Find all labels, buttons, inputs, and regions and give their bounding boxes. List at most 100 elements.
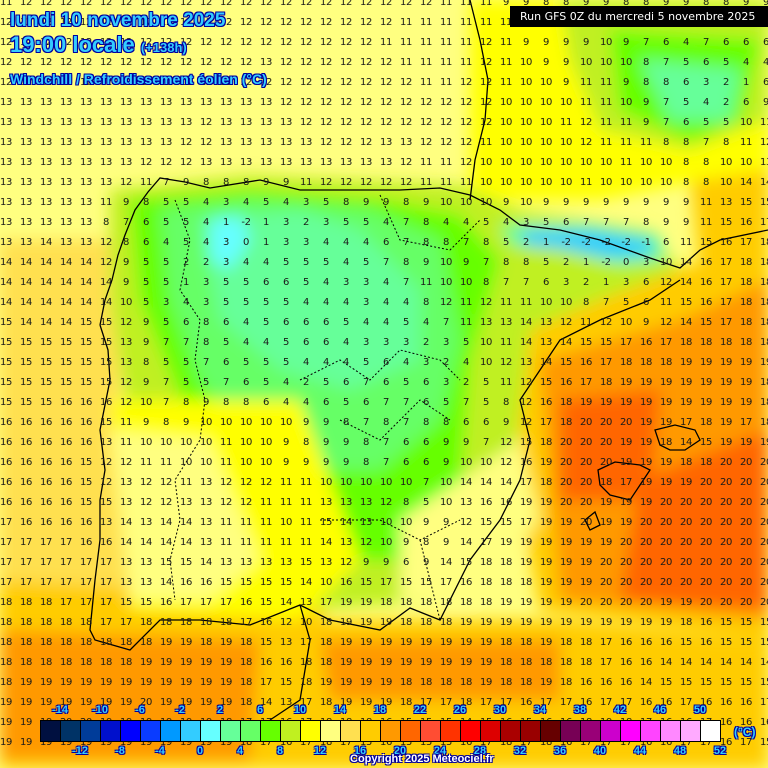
grid-value: 19 [379, 617, 393, 628]
grid-value: 19 [159, 697, 173, 708]
grid-value: 10 [519, 137, 533, 148]
grid-value: 12 [239, 17, 253, 28]
grid-value: 15 [719, 617, 733, 628]
grid-value: 20 [739, 557, 753, 568]
grid-value: 12 [99, 457, 113, 468]
forecast-date: lundi 10 novembre 2025 [10, 10, 226, 31]
grid-value: 11 [619, 157, 633, 168]
grid-value: 19 [379, 657, 393, 668]
grid-value: 18 [639, 357, 653, 368]
grid-value: 18 [699, 417, 713, 428]
grid-value: 20 [759, 477, 768, 488]
grid-value: 9 [382, 197, 390, 208]
grid-value: 9 [582, 0, 590, 8]
grid-value: 18 [79, 637, 93, 648]
grid-value: 14 [59, 297, 73, 308]
grid-value: 9 [442, 517, 450, 528]
grid-value: 17 [259, 737, 273, 748]
grid-value: 18 [539, 477, 553, 488]
grid-value: 13 [379, 137, 393, 148]
grid-value: 13 [59, 157, 73, 168]
grid-value: 7 [422, 477, 430, 488]
grid-value: 13 [339, 497, 353, 508]
grid-value: 5 [222, 297, 230, 308]
grid-value: 9 [602, 197, 610, 208]
grid-value: 13 [39, 137, 53, 148]
grid-value: 18 [139, 617, 153, 628]
grid-value: 11 [219, 437, 233, 448]
grid-value: 5 [142, 297, 150, 308]
grid-value: 10 [739, 117, 753, 128]
grid-value: 4 [702, 97, 710, 108]
grid-value: 19 [639, 497, 653, 508]
grid-value: 12 [19, 17, 33, 28]
grid-value: 14 [519, 317, 533, 328]
grid-value: 19 [659, 457, 673, 468]
grid-value: 17 [759, 217, 768, 228]
grid-value: 17 [99, 597, 113, 608]
legend-tick-top: -6 [135, 704, 145, 716]
grid-value: 7 [222, 377, 230, 388]
grid-value: 19 [379, 637, 393, 648]
grid-value: 12 [439, 297, 453, 308]
legend-tick-top: 2 [216, 704, 224, 716]
grid-value: 6 [282, 277, 290, 288]
grid-value: 12 [339, 17, 353, 28]
grid-value: 18 [239, 637, 253, 648]
grid-value: 16 [0, 457, 13, 468]
grid-value: 17 [719, 297, 733, 308]
grid-value: 12 [199, 57, 213, 68]
grid-value: 12 [519, 417, 533, 428]
grid-value: 11 [239, 517, 253, 528]
grid-value: 17 [79, 597, 93, 608]
grid-value: 11 [419, 77, 433, 88]
grid-value: 13 [79, 197, 93, 208]
grid-value: 11 [419, 37, 433, 48]
grid-value: 17 [679, 697, 693, 708]
grid-value: 5 [222, 277, 230, 288]
grid-value: 19 [679, 357, 693, 368]
grid-value: 15 [0, 337, 13, 348]
grid-value: 19 [119, 737, 133, 748]
coastline [89, 0, 768, 721]
grid-value: 12 [119, 0, 133, 8]
grid-value: 15 [659, 677, 673, 688]
grid-value: 1 [222, 217, 230, 228]
grid-value: 4 [322, 297, 330, 308]
grid-value: 16 [39, 497, 53, 508]
grid-value: 11 [579, 97, 593, 108]
grid-value: 3 [282, 237, 290, 248]
grid-value: 17 [0, 537, 13, 548]
grid-value: 17 [219, 597, 233, 608]
legend-tick-top: 38 [573, 704, 587, 716]
grid-value: 2 [722, 77, 730, 88]
grid-value: 13 [279, 557, 293, 568]
grid-value: 8 [422, 297, 430, 308]
grid-value: 13 [519, 357, 533, 368]
grid-value: 5 [542, 217, 550, 228]
grid-value: 7 [662, 117, 670, 128]
grid-value: 18 [119, 657, 133, 668]
grid-value: 13 [199, 537, 213, 548]
legend-tick-bottom: -4 [155, 745, 165, 757]
legend-swatch [61, 721, 81, 741]
grid-value: 9 [662, 197, 670, 208]
grid-value: 13 [259, 137, 273, 148]
grid-value: 17 [79, 557, 93, 568]
grid-value: 17 [199, 597, 213, 608]
grid-value: 16 [79, 437, 93, 448]
grid-value: 13 [79, 217, 93, 228]
grid-value: 12 [199, 77, 213, 88]
grid-value: 7 [162, 177, 170, 188]
grid-value: 14 [499, 477, 513, 488]
grid-value: 16 [19, 437, 33, 448]
grid-value: 17 [419, 697, 433, 708]
grid-value: 18 [79, 657, 93, 668]
grid-value: 9 [422, 257, 430, 268]
grid-value: 20 [559, 437, 573, 448]
grid-value: 12 [19, 57, 33, 68]
grid-value: 15 [279, 577, 293, 588]
grid-value: 19 [719, 397, 733, 408]
grid-value: 18 [399, 677, 413, 688]
grid-value: 10 [379, 517, 393, 528]
